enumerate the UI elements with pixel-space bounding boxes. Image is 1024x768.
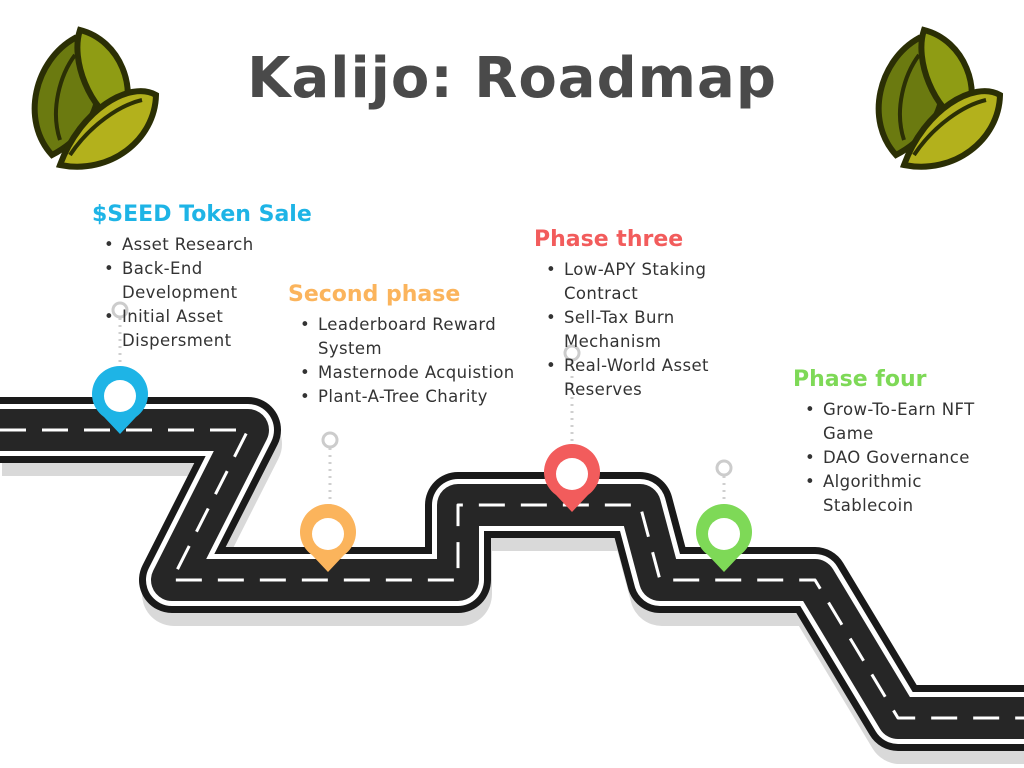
list-item: Algorithmic Stablecoin [793,470,993,518]
road-dashes [0,428,1024,720]
list-item: Real-World Asset Reserves [534,354,764,402]
phase-title: Phase three [534,227,684,252]
phase-items: Grow-To-Earn NFT Game DAO Governance Alg… [793,398,993,518]
seed-logo-icon [875,26,1004,170]
phase-items: Low-APY Staking Contract Sell-Tax Burn M… [534,258,764,402]
list-item: Sell-Tax Burn Mechanism [534,306,764,354]
map-pin-icon [300,504,357,572]
list-item: Grow-To-Earn NFT Game [793,398,993,446]
phase-title: Second phase [288,282,461,307]
phase-4-block: Phase four Grow-To-Earn NFT Game DAO Gov… [793,367,993,518]
phase-title: $SEED Token Sale [92,202,312,227]
phase-items: Leaderboard Reward System Masternode Acq… [288,313,528,409]
list-item: Leaderboard Reward System [288,313,528,361]
list-item: DAO Governance [793,446,993,470]
phase-1-block: $SEED Token Sale Asset Research Back-End… [92,202,312,353]
map-pin-icon [92,366,148,434]
seed-logo-icon [31,26,160,170]
list-item: Plant-A-Tree Charity [288,385,528,409]
phase-3-block: Phase three Low-APY Staking Contract Sel… [534,227,764,402]
list-item: Low-APY Staking Contract [534,258,764,306]
phase-2-block: Second phase Leaderboard Reward System M… [288,282,528,409]
page-title: Kalijo: Roadmap [247,46,777,111]
phase-items: Asset Research Back-End Development Init… [92,233,292,353]
list-item: Initial Asset Dispersment [92,305,292,353]
map-pin-icon [696,504,752,572]
list-item: Masternode Acquistion [288,361,528,385]
list-item: Back-End Development [92,257,292,305]
list-item: Asset Research [92,233,292,257]
map-pin-icon [544,444,600,512]
phase-title: Phase four [793,367,927,392]
